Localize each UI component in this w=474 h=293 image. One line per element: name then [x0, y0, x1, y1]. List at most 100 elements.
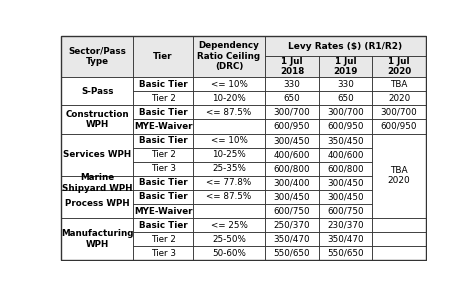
Bar [193, 91, 265, 105]
Bar [265, 120, 319, 134]
Bar [193, 204, 265, 218]
Bar [319, 105, 372, 120]
Bar [133, 204, 193, 218]
Bar [61, 36, 133, 77]
Text: <= 87.5%: <= 87.5% [206, 108, 252, 117]
Bar [133, 36, 193, 77]
Bar [372, 91, 426, 105]
Bar [133, 218, 193, 232]
Bar [265, 91, 319, 105]
Bar [133, 162, 193, 176]
Bar [319, 218, 372, 232]
Bar [61, 77, 133, 105]
Bar [319, 204, 372, 218]
Text: 400/600: 400/600 [273, 150, 310, 159]
Bar [265, 218, 319, 232]
Text: MYE-Waiver: MYE-Waiver [134, 122, 192, 131]
Bar [133, 77, 193, 91]
Bar [319, 105, 372, 120]
Bar [319, 91, 372, 105]
Bar [372, 56, 426, 77]
Text: 400/600: 400/600 [327, 150, 364, 159]
Text: 350/450: 350/450 [327, 136, 364, 145]
Bar [265, 36, 426, 56]
Bar [61, 105, 133, 134]
Text: <= 10%: <= 10% [210, 136, 247, 145]
Bar [133, 91, 193, 105]
Text: 300/700: 300/700 [381, 108, 418, 117]
Bar [193, 204, 265, 218]
Text: 600/750: 600/750 [273, 207, 310, 216]
Text: 10-25%: 10-25% [212, 150, 246, 159]
Text: 1 Jul
2020: 1 Jul 2020 [387, 57, 411, 76]
Text: Tier 3: Tier 3 [151, 164, 175, 173]
Text: 2020: 2020 [388, 94, 410, 103]
Bar [319, 134, 372, 148]
Text: <= 10%: <= 10% [210, 80, 247, 89]
Bar [133, 190, 193, 204]
Bar [265, 105, 319, 120]
Bar [265, 105, 319, 120]
Bar [61, 190, 133, 218]
Bar [372, 105, 426, 120]
Bar [265, 36, 426, 56]
Bar [265, 120, 319, 134]
Text: Tier 2: Tier 2 [151, 94, 175, 103]
Bar [372, 218, 426, 232]
Bar [61, 77, 133, 105]
Bar [133, 246, 193, 260]
Text: 650: 650 [337, 94, 354, 103]
Bar [193, 162, 265, 176]
Bar [61, 218, 133, 260]
Bar [319, 56, 372, 77]
Text: <= 77.8%: <= 77.8% [206, 178, 252, 187]
Text: Dependency
Ratio Ceiling
(DRC): Dependency Ratio Ceiling (DRC) [198, 42, 261, 71]
Text: 300/700: 300/700 [273, 108, 310, 117]
Text: Basic Tier: Basic Tier [139, 193, 187, 201]
Text: Construction
WPH: Construction WPH [65, 110, 129, 129]
Text: Basic Tier: Basic Tier [139, 80, 187, 89]
Bar [193, 218, 265, 232]
Bar [61, 190, 133, 218]
Bar [193, 176, 265, 190]
Bar [133, 105, 193, 120]
Bar [133, 105, 193, 120]
Text: 10-20%: 10-20% [212, 94, 246, 103]
Bar [319, 77, 372, 91]
Text: Process WPH: Process WPH [65, 200, 129, 208]
Bar [193, 77, 265, 91]
Bar [133, 190, 193, 204]
Bar [372, 246, 426, 260]
Text: 350/470: 350/470 [327, 235, 364, 244]
Bar [61, 105, 133, 134]
Bar [193, 120, 265, 134]
Bar [133, 91, 193, 105]
Bar [265, 162, 319, 176]
Bar [319, 176, 372, 190]
Bar [193, 120, 265, 134]
Bar [133, 36, 193, 77]
Text: 25-50%: 25-50% [212, 235, 246, 244]
Bar [319, 162, 372, 176]
Bar [133, 246, 193, 260]
Bar [133, 176, 193, 190]
Bar [319, 56, 372, 77]
Bar [193, 91, 265, 105]
Text: 350/470: 350/470 [273, 235, 310, 244]
Bar [133, 162, 193, 176]
Bar [193, 105, 265, 120]
Bar [319, 232, 372, 246]
Text: 600/950: 600/950 [327, 122, 364, 131]
Bar [372, 77, 426, 91]
Text: 250/370: 250/370 [273, 221, 310, 230]
Bar [319, 218, 372, 232]
Bar [319, 134, 372, 148]
Bar [265, 56, 319, 77]
Bar [372, 246, 426, 260]
Bar [265, 91, 319, 105]
Bar [193, 162, 265, 176]
Text: Marine
Shipyard WPH: Marine Shipyard WPH [62, 173, 132, 193]
Bar [133, 120, 193, 134]
Text: 25-35%: 25-35% [212, 164, 246, 173]
Bar [372, 105, 426, 120]
